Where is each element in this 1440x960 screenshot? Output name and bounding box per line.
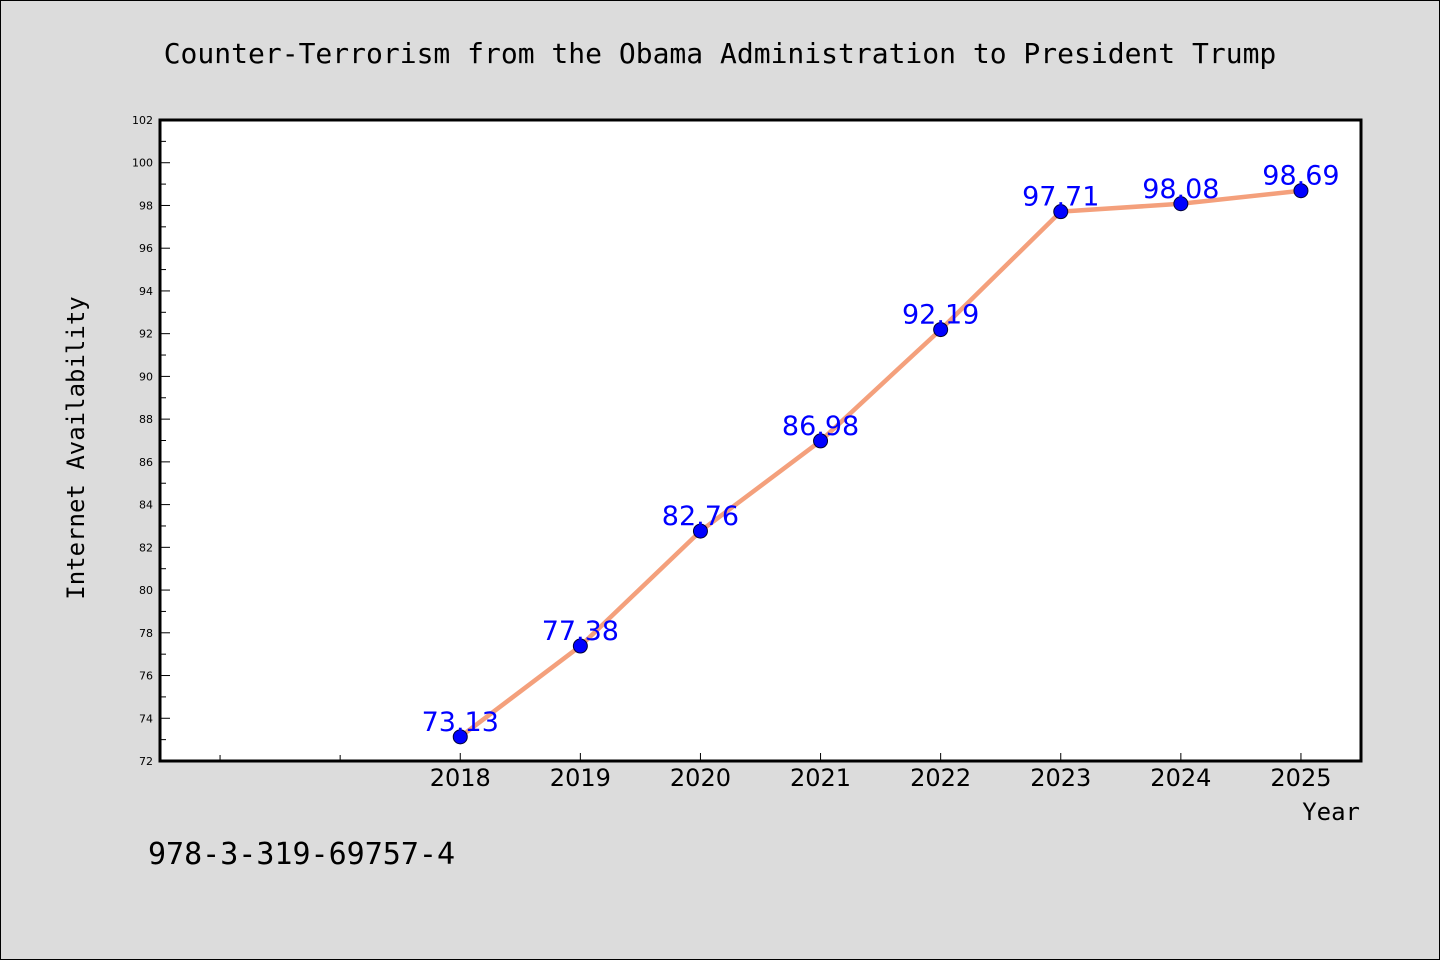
- y-tick-label: 98: [139, 199, 153, 212]
- y-tick-label: 92: [139, 328, 153, 341]
- x-axis-ticks: 2018 2019 2020 2021 2022 2023 2024 2025: [219, 753, 1331, 792]
- y-tick-label: 94: [139, 285, 153, 298]
- y-tick-label: 86: [139, 456, 153, 469]
- data-label: 82.76: [662, 501, 739, 532]
- y-tick-label: 76: [139, 670, 153, 683]
- y-tick-label: 102: [132, 114, 153, 127]
- y-tick-label: 80: [139, 584, 153, 597]
- data-labels: 73.13 77.38 82.76 86.98 92.19 97.71 98.08 98.69: [422, 161, 1340, 738]
- y-axis-label: Internet Availability: [62, 296, 90, 599]
- series-markers: [452, 183, 1309, 745]
- y-tick-label: 74: [139, 712, 153, 725]
- data-point: [572, 638, 588, 654]
- footer-code: 978-3-319-69757-4: [148, 837, 455, 872]
- y-tick-label: 100: [132, 157, 153, 170]
- data-label: 98.69: [1262, 161, 1339, 192]
- x-tick-label: 2018: [430, 764, 491, 792]
- x-tick-label: 2024: [1150, 764, 1211, 792]
- data-point: [1293, 183, 1309, 199]
- chart-title: Counter-Terrorism from the Obama Adminis…: [164, 37, 1277, 70]
- y-tick-label: 90: [139, 370, 153, 383]
- x-tick-label: 2021: [790, 764, 851, 792]
- y-tick-label: 82: [139, 541, 153, 554]
- plot-border: [158, 118, 1363, 763]
- data-label: 92.19: [902, 300, 979, 331]
- data-point: [1173, 196, 1189, 212]
- y-tick-label: 72: [139, 755, 153, 768]
- x-tick-label: 2019: [550, 764, 611, 792]
- plot-area: [160, 120, 1361, 761]
- data-point: [452, 729, 468, 745]
- x-tick-label: 2022: [910, 764, 971, 792]
- y-tick-label: 96: [139, 242, 153, 255]
- data-point: [1053, 204, 1069, 220]
- series-line: [458, 188, 1304, 740]
- y-tick-label: 88: [139, 413, 153, 426]
- data-label: 97.71: [1022, 182, 1099, 213]
- data-label: 73.13: [422, 707, 499, 738]
- data-label: 98.08: [1142, 174, 1219, 205]
- data-label: 86.98: [782, 411, 859, 442]
- data-point: [813, 433, 829, 449]
- y-tick-label: 78: [139, 627, 153, 640]
- x-tick-label: 2023: [1030, 764, 1091, 792]
- y-tick-label: 84: [139, 499, 153, 512]
- x-tick-label: 2020: [670, 764, 731, 792]
- data-point: [692, 523, 708, 539]
- data-label: 77.38: [542, 616, 619, 647]
- x-axis-label: Year: [1302, 798, 1360, 826]
- x-tick-label: 2025: [1270, 764, 1331, 792]
- data-point: [933, 322, 949, 338]
- y-axis-ticks: 72 74 76 78 80 82 84 86 88 90 92 94 96 98 100 102: [132, 114, 170, 768]
